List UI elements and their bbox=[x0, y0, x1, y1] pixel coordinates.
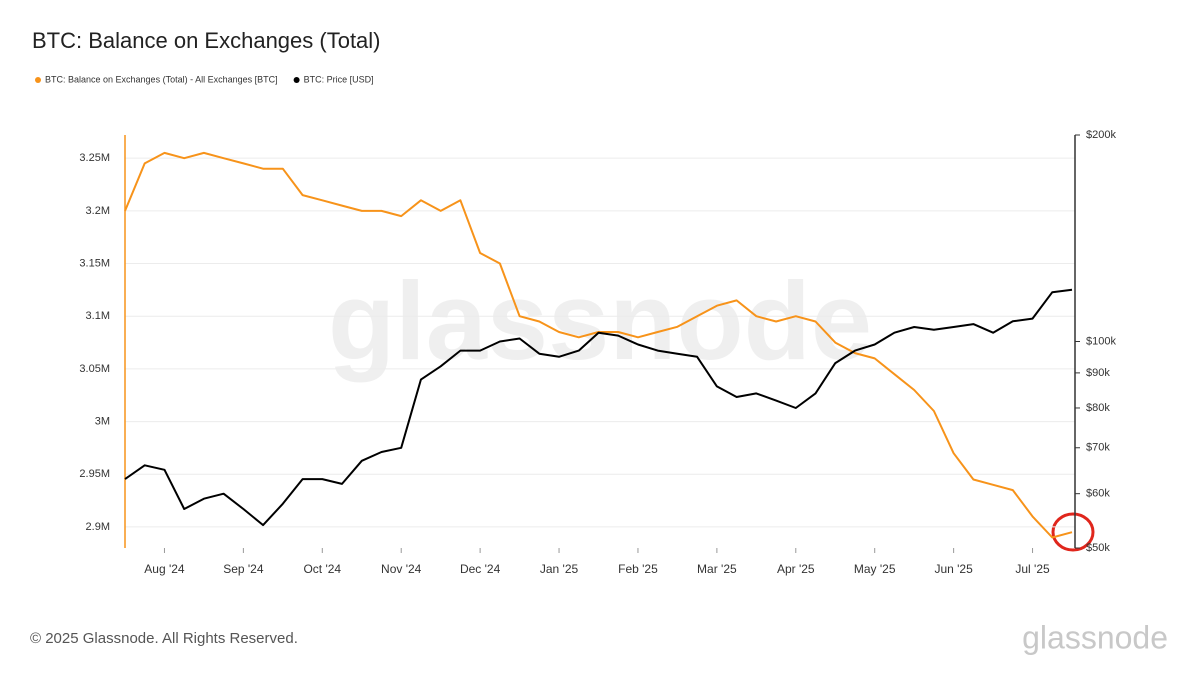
x-tick-label: Aug '24 bbox=[144, 562, 185, 576]
y-tick-label: 3.25M bbox=[79, 152, 110, 164]
y-tick-label: 3.05M bbox=[79, 363, 110, 375]
x-tick-label: Feb '25 bbox=[618, 562, 658, 576]
footer: © 2025 Glassnode. All Rights Reserved. bbox=[30, 630, 298, 647]
y-tick-label: 3.2M bbox=[86, 205, 110, 217]
y2-tick-label: $100k bbox=[1086, 335, 1116, 347]
y2-tick-label: $200k bbox=[1086, 129, 1116, 141]
x-tick-label: Nov '24 bbox=[381, 562, 422, 576]
y2-tick-label: $60k bbox=[1086, 488, 1110, 500]
y2-tick-label: $70k bbox=[1086, 442, 1110, 454]
watermark: glassnode bbox=[328, 260, 872, 383]
x-tick-label: Jul '25 bbox=[1015, 562, 1050, 576]
x-tick-label: Apr '25 bbox=[777, 562, 815, 576]
legend-label: BTC: Balance on Exchanges (Total) - All … bbox=[45, 74, 278, 84]
legend-marker bbox=[35, 77, 41, 83]
x-tick-label: Jan '25 bbox=[540, 562, 579, 576]
legend-label: BTC: Price [USD] bbox=[304, 74, 374, 84]
y-tick-label: 3.1M bbox=[86, 310, 110, 322]
y2-tick-label: $80k bbox=[1086, 402, 1110, 414]
y-tick-label: 3.15M bbox=[79, 257, 110, 269]
brand-logo: glassnode bbox=[1022, 619, 1168, 655]
x-tick-label: Oct '24 bbox=[303, 562, 341, 576]
highlight-circle bbox=[1051, 512, 1095, 552]
x-tick-label: May '25 bbox=[854, 562, 896, 576]
x-tick-label: Sep '24 bbox=[223, 562, 264, 576]
x-tick-label: Mar '25 bbox=[697, 562, 737, 576]
y2-tick-label: $90k bbox=[1086, 367, 1110, 379]
x-tick-label: Dec '24 bbox=[460, 562, 501, 576]
chart-title: BTC: Balance on Exchanges (Total) bbox=[32, 28, 381, 53]
y-tick-label: 2.95M bbox=[79, 468, 110, 480]
series-line bbox=[124, 288, 1073, 527]
x-tick-label: Jun '25 bbox=[934, 562, 973, 576]
y2-tick-label: $50k bbox=[1086, 542, 1110, 554]
y-tick-label: 2.9M bbox=[86, 521, 110, 533]
y-tick-label: 3M bbox=[95, 415, 110, 427]
legend-marker bbox=[293, 77, 300, 83]
